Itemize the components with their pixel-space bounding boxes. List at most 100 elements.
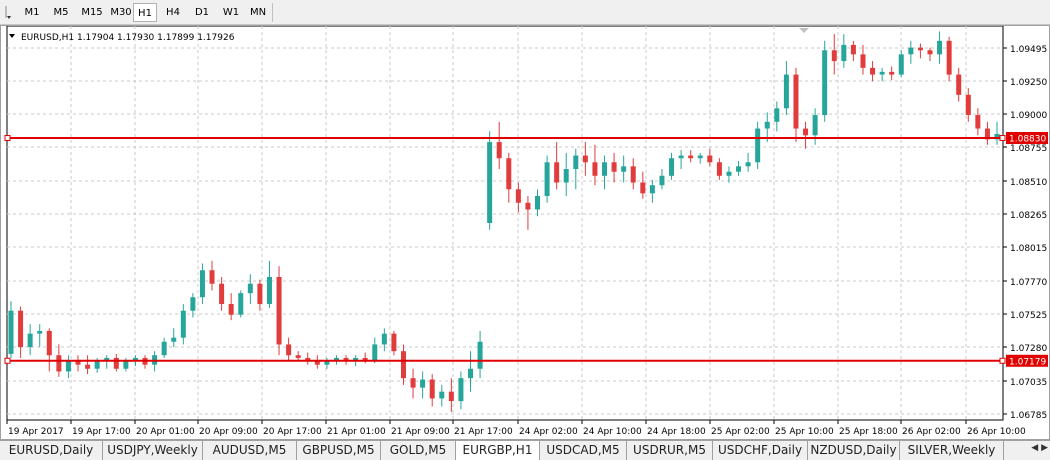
timeframe-button-h1[interactable]: H1 — [133, 3, 157, 22]
candle-body — [774, 108, 780, 122]
line-handle-right[interactable] — [999, 357, 1006, 364]
candle-body — [621, 166, 627, 172]
timeframe-button-m1[interactable]: M1 — [24, 7, 40, 18]
toolbar-grip-icon[interactable] — [4, 4, 13, 20]
candle-body — [649, 185, 655, 194]
candle-body — [333, 357, 339, 361]
time-axis-label: 20 Apr 17:00 — [263, 427, 322, 437]
candle-body — [305, 357, 311, 361]
candle-body — [630, 166, 636, 183]
candle-body — [410, 378, 416, 388]
candle-body — [716, 162, 722, 176]
candle-body — [75, 360, 81, 365]
time-axis-label: 19 Apr 2017 — [8, 427, 64, 437]
chart-tab[interactable]: NZDUSD,Daily — [808, 441, 900, 460]
chart-tab[interactable]: EURGBP,H1 — [456, 441, 540, 460]
candle-body — [94, 360, 100, 369]
candle-body — [257, 283, 263, 304]
candle-body — [592, 162, 598, 176]
candle-body — [554, 162, 560, 183]
candle-body — [199, 270, 205, 298]
candle-body — [994, 133, 1000, 140]
candle-body — [132, 357, 138, 361]
timeframe-button-m15[interactable]: M15 — [81, 7, 103, 18]
symbol-dropdown-icon[interactable] — [9, 34, 15, 38]
candle-body — [276, 276, 282, 345]
plot-area — [6, 25, 1004, 421]
candle-body — [908, 47, 914, 55]
timeframe-button-w1[interactable]: W1 — [222, 7, 240, 18]
line-handle-left[interactable] — [4, 357, 11, 364]
chart-tab[interactable]: SILVER,Weekly — [900, 441, 1004, 460]
chart-tab[interactable]: USDCAD,M5 — [540, 441, 627, 460]
candle-body — [889, 71, 895, 75]
candle-body — [286, 344, 292, 356]
candle-body — [850, 44, 856, 55]
price-chart[interactable]: 1.09495 1.09250 1.09000 1.08755 1.08510 1.082… — [1, 25, 1049, 439]
candle-body — [56, 355, 62, 372]
candle-body — [870, 67, 876, 75]
candle-body — [822, 50, 828, 116]
timeframe-button-d1[interactable]: D1 — [194, 7, 210, 18]
timeframe-button-h4[interactable]: H4 — [166, 7, 180, 18]
candle-body — [573, 155, 579, 170]
candle-body — [171, 337, 177, 342]
chart-tab[interactable]: USDCHF,Daily — [713, 441, 808, 460]
candle-body — [965, 94, 971, 116]
timeframe-button-m30[interactable]: M30 — [110, 7, 132, 18]
line-handle-right[interactable] — [999, 134, 1006, 141]
candle-body — [669, 158, 675, 176]
price-axis-label: 1.07280 — [1010, 344, 1047, 354]
price-axis-label: 1.08265 — [1010, 211, 1047, 221]
chart-tab[interactable]: EURUSD,Daily — [0, 441, 103, 460]
time-axis-label: 26 Apr 10:00 — [967, 427, 1026, 437]
price-tag-label: 1.08830 — [1009, 134, 1046, 144]
candle-body — [190, 297, 196, 311]
candle-body — [927, 50, 933, 55]
line-handle-left[interactable] — [4, 134, 11, 141]
candle-body — [812, 115, 818, 136]
candle-body — [917, 47, 923, 51]
candle-body — [898, 54, 904, 75]
price-axis-label: 1.09495 — [1010, 45, 1047, 55]
time-axis-label: 24 Apr 18:00 — [647, 427, 706, 437]
candle-body — [535, 196, 541, 210]
candle-body — [429, 379, 435, 399]
candle-body — [161, 341, 167, 356]
tab-scroll-arrows-icon[interactable]: ◀ ▶ — [1031, 443, 1048, 453]
candle-body — [487, 142, 493, 223]
candle-body — [659, 175, 665, 186]
chart-tab[interactable]: GOLD,M5 — [381, 441, 456, 460]
chart-shift-icon[interactable] — [799, 28, 809, 33]
chart-window[interactable]: 1.09495 1.09250 1.09000 1.08755 1.08510 1.082… — [0, 25, 1050, 440]
candle-body — [736, 166, 742, 172]
candle-body — [219, 283, 225, 304]
price-tag-label: 1.07179 — [1009, 357, 1046, 367]
candle-body — [372, 344, 378, 361]
timeframe-button-mn[interactable]: MN — [249, 7, 267, 18]
chart-tabs: EURUSD,Daily USDJPY,Weekly AUDUSD,M5 GBPUSD… — [0, 440, 1050, 460]
chart-tab[interactable]: USDRUR,M5 — [627, 441, 713, 460]
price-tag — [1006, 354, 1048, 367]
candle-body — [611, 162, 617, 172]
candle-body — [400, 351, 406, 379]
time-axis-label: 20 Apr 09:00 — [199, 427, 258, 437]
chart-tab[interactable]: GBPUSD,M5 — [297, 441, 381, 460]
price-tag — [1006, 131, 1048, 144]
time-axis-label: 19 Apr 17:00 — [72, 427, 131, 437]
candle-body — [314, 360, 320, 365]
candle-body — [209, 270, 215, 284]
candle-body — [879, 71, 885, 75]
candle-body — [640, 182, 646, 194]
candle-body — [458, 378, 464, 402]
chart-tab[interactable]: AUDUSD,M5 — [203, 441, 297, 460]
time-axis-label: 24 Apr 10:00 — [583, 427, 642, 437]
candle-body — [353, 357, 359, 361]
candle-body — [113, 357, 119, 369]
chart-tab[interactable]: USDJPY,Weekly — [103, 441, 203, 460]
price-axis-label: 1.08015 — [1010, 244, 1047, 254]
candle-body — [984, 128, 990, 140]
candle-body — [18, 310, 24, 348]
time-axis-label: 25 Apr 18:00 — [839, 427, 898, 437]
timeframe-button-m5[interactable]: M5 — [53, 7, 69, 18]
